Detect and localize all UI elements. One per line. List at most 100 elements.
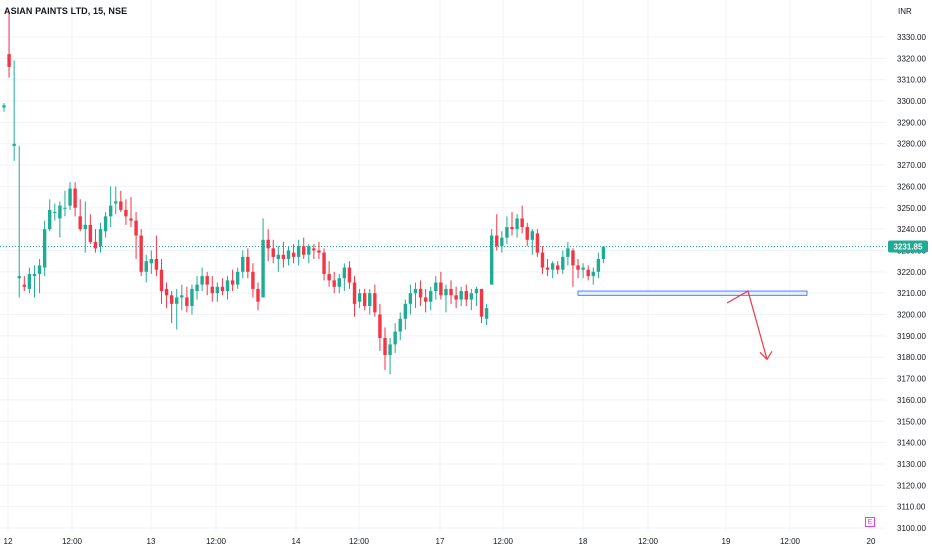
y-tick-label: 3330.00 xyxy=(897,33,926,42)
symbol-title[interactable]: ASIAN PAINTS LTD, 15, NSE xyxy=(4,6,128,16)
candle xyxy=(418,280,423,306)
candle xyxy=(48,199,52,232)
candle-body xyxy=(108,205,113,217)
candle-body xyxy=(307,246,311,255)
y-tick-label: 3320.00 xyxy=(897,54,926,63)
y-tick-label: 3100.00 xyxy=(897,524,926,533)
candle xyxy=(373,284,377,317)
candle xyxy=(378,303,382,351)
candle-body xyxy=(327,273,331,281)
candle-body xyxy=(388,344,392,356)
support-zone[interactable] xyxy=(577,290,808,296)
candle-body xyxy=(561,256,565,270)
candle-body xyxy=(434,282,438,292)
candle-body xyxy=(525,226,529,240)
candle-body xyxy=(256,288,260,302)
projection-arrow[interactable] xyxy=(726,290,768,360)
candle-body xyxy=(98,229,103,247)
candle-body xyxy=(281,254,286,260)
candle-body xyxy=(68,188,72,206)
candle-body xyxy=(63,207,67,209)
candle-body xyxy=(362,293,367,306)
candle xyxy=(540,246,545,274)
candle xyxy=(342,263,347,292)
candle xyxy=(545,259,550,277)
candle-body xyxy=(195,284,199,292)
candle-body xyxy=(266,239,270,249)
drawings[interactable] xyxy=(577,290,808,361)
candle-body xyxy=(398,318,402,332)
candle xyxy=(251,263,255,298)
candle-body xyxy=(225,280,230,292)
candle-body xyxy=(510,226,514,230)
candle xyxy=(175,288,179,330)
candle xyxy=(261,218,265,298)
y-tick-label: 3150.00 xyxy=(897,417,926,426)
candle-body xyxy=(429,291,433,302)
candle xyxy=(296,239,301,266)
y-tick-label: 3170.00 xyxy=(897,375,926,384)
earnings-icon[interactable]: E xyxy=(865,517,875,527)
candle xyxy=(169,291,174,324)
candle-body xyxy=(449,288,453,296)
candle xyxy=(317,241,321,260)
candle xyxy=(362,288,367,311)
candle xyxy=(479,288,484,324)
candle-body xyxy=(200,276,204,285)
candle-body xyxy=(32,273,37,277)
candle-body xyxy=(418,288,423,298)
candle xyxy=(119,190,123,213)
candle xyxy=(276,246,281,272)
candle-body xyxy=(601,246,606,260)
candle-body xyxy=(276,254,281,260)
y-tick-label: 3250.00 xyxy=(897,204,926,213)
x-tick-label: 12:00 xyxy=(780,537,801,546)
candle-body xyxy=(571,250,575,266)
candle-body xyxy=(149,259,154,264)
candle xyxy=(73,182,77,217)
candle-body xyxy=(347,267,352,283)
candle xyxy=(58,201,62,238)
candle-body xyxy=(479,288,484,317)
candle xyxy=(454,286,458,309)
candle xyxy=(42,220,47,277)
y-tick-label: 3220.00 xyxy=(897,268,926,277)
candle xyxy=(144,254,148,283)
candle-body xyxy=(144,261,148,272)
candle-body xyxy=(103,216,108,232)
candle xyxy=(93,229,98,253)
candle xyxy=(190,284,194,315)
candle-body xyxy=(134,220,138,236)
candle xyxy=(596,252,601,279)
candle xyxy=(159,259,164,304)
candle xyxy=(398,312,402,341)
candle-body xyxy=(48,209,52,230)
x-axis: 12 12:00 13 12:00 14 12:00 17 12:00 18 12:00 19 12:… xyxy=(4,537,876,546)
candle-body xyxy=(500,237,504,247)
candle-body xyxy=(393,331,397,345)
candle-body xyxy=(550,263,555,270)
candle-body xyxy=(22,284,27,287)
candle xyxy=(12,60,16,161)
candle-body xyxy=(515,218,519,230)
candle xyxy=(383,327,387,371)
candle xyxy=(230,269,235,292)
candle-body xyxy=(169,295,174,304)
candle-body xyxy=(296,246,301,257)
candle xyxy=(103,212,108,238)
candle xyxy=(241,250,245,279)
candle xyxy=(246,248,250,279)
x-tick-label: 17 xyxy=(436,537,445,546)
candle xyxy=(429,286,433,311)
candle-body xyxy=(464,291,468,300)
currency-label: INR xyxy=(898,7,912,16)
candle xyxy=(7,11,11,78)
candle xyxy=(434,276,438,300)
y-tick-label: 3210.00 xyxy=(897,289,926,298)
candle xyxy=(195,276,199,300)
candle xyxy=(352,276,357,317)
candle xyxy=(423,288,428,313)
candle-body xyxy=(586,269,590,277)
